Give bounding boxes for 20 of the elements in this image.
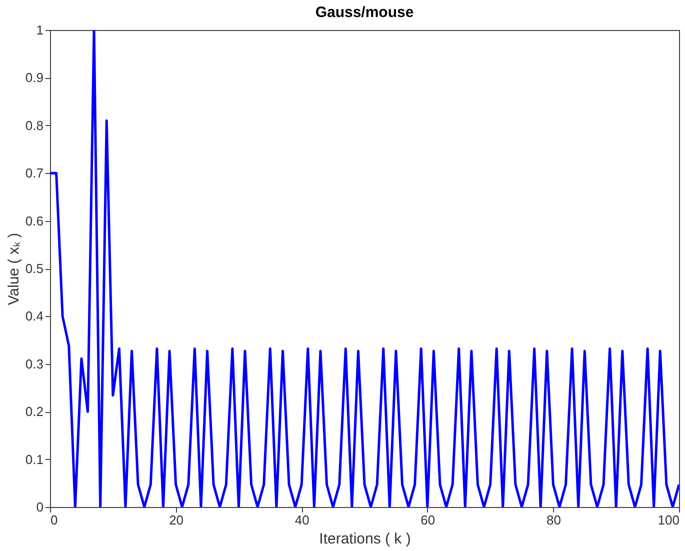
x-tick-label: 20 (169, 512, 184, 528)
y-tick-label: 0.4 (25, 308, 44, 324)
y-tick-label: 0.8 (25, 118, 44, 133)
y-tick-label: 1 (36, 22, 44, 38)
y-axis-title: Value ( xₖ ) (5, 232, 22, 306)
y-tick-label: 0.7 (25, 166, 44, 181)
x-tick-label: 0 (50, 512, 58, 528)
y-tick-label: 0.9 (25, 70, 44, 86)
y-tick-label: 0.5 (25, 261, 44, 276)
x-tick-label: 80 (546, 512, 561, 528)
x-tick-label: 40 (294, 512, 310, 528)
x-axis-title: Iterations ( k ) (319, 530, 411, 548)
y-tick-label: 0.2 (25, 404, 44, 420)
y-tick-label: 0 (36, 500, 44, 514)
x-tick-label: 60 (420, 512, 436, 528)
y-tick-label: 0.3 (25, 356, 44, 372)
chart-title: Gauss/mouse (315, 4, 414, 21)
y-tick-label: 0.1 (25, 452, 44, 467)
x-tick-label: 100 (658, 512, 680, 528)
y-tick-label: 0.6 (25, 213, 44, 228)
